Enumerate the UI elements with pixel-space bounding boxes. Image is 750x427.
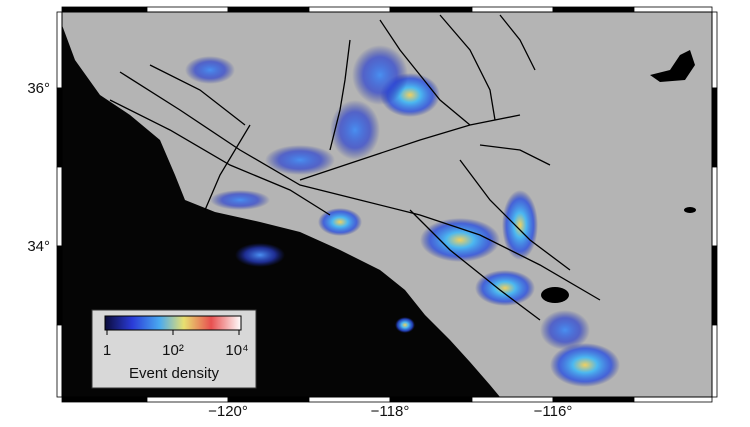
border-segment: [56, 11, 63, 89]
border-segment: [471, 6, 554, 13]
border-segment: [308, 396, 391, 403]
border-segment: [711, 166, 718, 247]
colorbar-scale: [104, 315, 242, 331]
border-segment: [61, 396, 148, 403]
border-segment: [711, 324, 718, 398]
border-segment: [61, 6, 148, 13]
border-segment: [389, 396, 473, 403]
ocean: [62, 25, 500, 397]
lat-tick-label: 34°: [27, 238, 50, 255]
lat-tick-label: 36°: [27, 80, 50, 97]
border-segment: [227, 396, 310, 403]
lakes: [541, 50, 696, 303]
border-segment: [711, 245, 718, 326]
border-segment: [389, 6, 473, 13]
border-segment: [633, 6, 713, 13]
border-segment: [146, 396, 229, 403]
lon-tick-label: −120°: [208, 403, 248, 420]
border-segment: [56, 245, 63, 326]
border-segment: [308, 6, 391, 13]
border-segment: [552, 396, 635, 403]
colorbar-title: Event density: [129, 365, 220, 382]
border-segment: [552, 6, 635, 13]
border-segment: [227, 6, 310, 13]
lon-tick-label: −118°: [371, 403, 410, 420]
colorbar-tick-label: 10²: [162, 342, 184, 359]
fault-lines: [109, 14, 601, 321]
border-segment: [56, 87, 63, 168]
border-segment: [633, 396, 713, 403]
border-segment: [56, 166, 63, 247]
border-segment: [711, 87, 718, 168]
border-segment: [56, 324, 63, 398]
frame-outline: [61, 11, 713, 398]
border-segment: [471, 396, 554, 403]
border-segment: [711, 11, 718, 89]
frame-border: [56, 6, 718, 403]
border-segment: [146, 6, 229, 13]
event-density: [185, 45, 620, 387]
colorbar: 1 10² 10⁴ Event density: [91, 309, 257, 389]
colorbar-tick-label: 10⁴: [225, 342, 248, 359]
colorbar-tick-label: 1: [103, 342, 111, 359]
lon-tick-label: −116°: [534, 403, 573, 420]
